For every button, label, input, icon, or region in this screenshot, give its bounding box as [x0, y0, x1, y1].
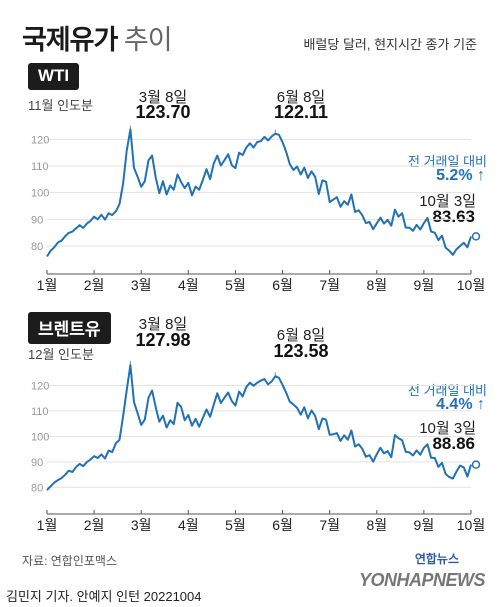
brent-high2-date: 6월 8일 — [276, 327, 326, 344]
wti-y-tick-label: 120 — [31, 134, 49, 146]
wti-y-tick-label: 90 — [31, 214, 43, 226]
arrow-up-icon: ↑ — [472, 167, 485, 184]
wti-high2-value: 122.11 — [273, 102, 329, 122]
logo-english: YONHAPNEWS — [358, 570, 486, 590]
wti-series-line — [46, 128, 472, 257]
wti-change-value: 5.2% — [436, 167, 473, 184]
brent-x-tick-label: 5월 — [225, 517, 246, 533]
wti-x-tick-label: 8월 — [366, 277, 387, 293]
circle-marker-icon — [471, 460, 481, 469]
brent-x-tick-label: 9월 — [414, 517, 435, 533]
wti-y-tick-label: 110 — [31, 161, 49, 173]
title-main-text: 국제유가 — [22, 25, 118, 55]
brent-x-tick-label: 6월 — [272, 517, 293, 533]
page-title: 국제유가 추이 — [22, 18, 173, 57]
brent-y-tick-label: 120 — [31, 380, 49, 392]
credit-line: 김민지 기자. 안예지 인턴 20221004 — [6, 589, 202, 604]
brent-x-tick-label: 10월 — [457, 517, 485, 533]
wti-change-label: 전 거래일 대비 — [408, 154, 487, 169]
brent-high1-value: 127.98 — [135, 330, 191, 350]
brent-x-tick-label: 4월 — [178, 517, 199, 533]
wti-x-tick-label: 3월 — [131, 277, 152, 293]
brent-x-tick-label: 7월 — [319, 517, 340, 533]
wti-x-tick-label: 6월 — [272, 277, 293, 293]
brent-contract-label: 12월 인도분 — [28, 347, 94, 362]
circle-marker-icon — [471, 232, 481, 241]
wti-badge: WTI — [28, 63, 80, 90]
source-note: 자료: 연합인포맥스 — [22, 554, 117, 568]
brent-x-tick-label: 2월 — [84, 517, 105, 533]
brent-y-tick-label: 110 — [31, 406, 49, 418]
brent-high2-value: 123.58 — [273, 341, 329, 361]
wti-last-value: 83.63 — [432, 207, 475, 226]
brent-x-tick-label: 8월 — [366, 517, 387, 533]
brent-x-tick-label: 3월 — [131, 517, 152, 533]
wti-x-tick-label: 2월 — [84, 277, 105, 293]
wti-high1-value: 123.70 — [135, 102, 191, 122]
unit-note: 배럴당 달러, 현지시간 종가 기준 — [303, 37, 477, 52]
brent-change-row: 4.4% ↑ — [436, 396, 485, 414]
wti-x-tick-label: 5월 — [225, 277, 246, 293]
wti-y-tick-label: 100 — [31, 188, 49, 200]
brent-series-line — [46, 364, 472, 491]
wti-x-tick-label: 1월 — [37, 277, 58, 293]
wti-change-row: 5.2% ↑ — [436, 167, 485, 185]
brent-y-tick-label: 100 — [31, 431, 49, 443]
brent-y-tick-label: 80 — [31, 482, 43, 494]
brent-change-value: 4.4% — [436, 396, 473, 413]
brent-badge: 브렌트유 — [28, 312, 111, 344]
wti-last-date: 10월 3일 — [419, 193, 476, 210]
brent-last-value: 88.86 — [432, 434, 475, 453]
brent-high1-date: 3월 8일 — [138, 316, 188, 333]
brent-x-tick-label: 1월 — [37, 517, 58, 533]
arrow-up-icon: ↑ — [472, 396, 485, 413]
brent-last-date: 10월 3일 — [419, 420, 476, 437]
wti-high1-date: 3월 8일 — [138, 89, 188, 106]
wti-x-tick-label: 10월 — [457, 277, 485, 293]
wti-x-tick-label: 4월 — [178, 277, 199, 293]
wti-x-tick-label: 7월 — [319, 277, 340, 293]
wti-contract-label: 11월 인도분 — [28, 98, 93, 113]
title-sub-text: 추이 — [123, 25, 173, 55]
wti-x-tick-label: 9월 — [414, 277, 435, 293]
wti-y-tick-label: 80 — [31, 241, 43, 253]
wti-high2-date: 6월 8일 — [276, 89, 326, 106]
brent-y-tick-label: 90 — [31, 457, 43, 469]
logo-korean: 연합뉴스 — [414, 552, 459, 566]
brent-change-label: 전 거래일 대비 — [408, 383, 487, 398]
